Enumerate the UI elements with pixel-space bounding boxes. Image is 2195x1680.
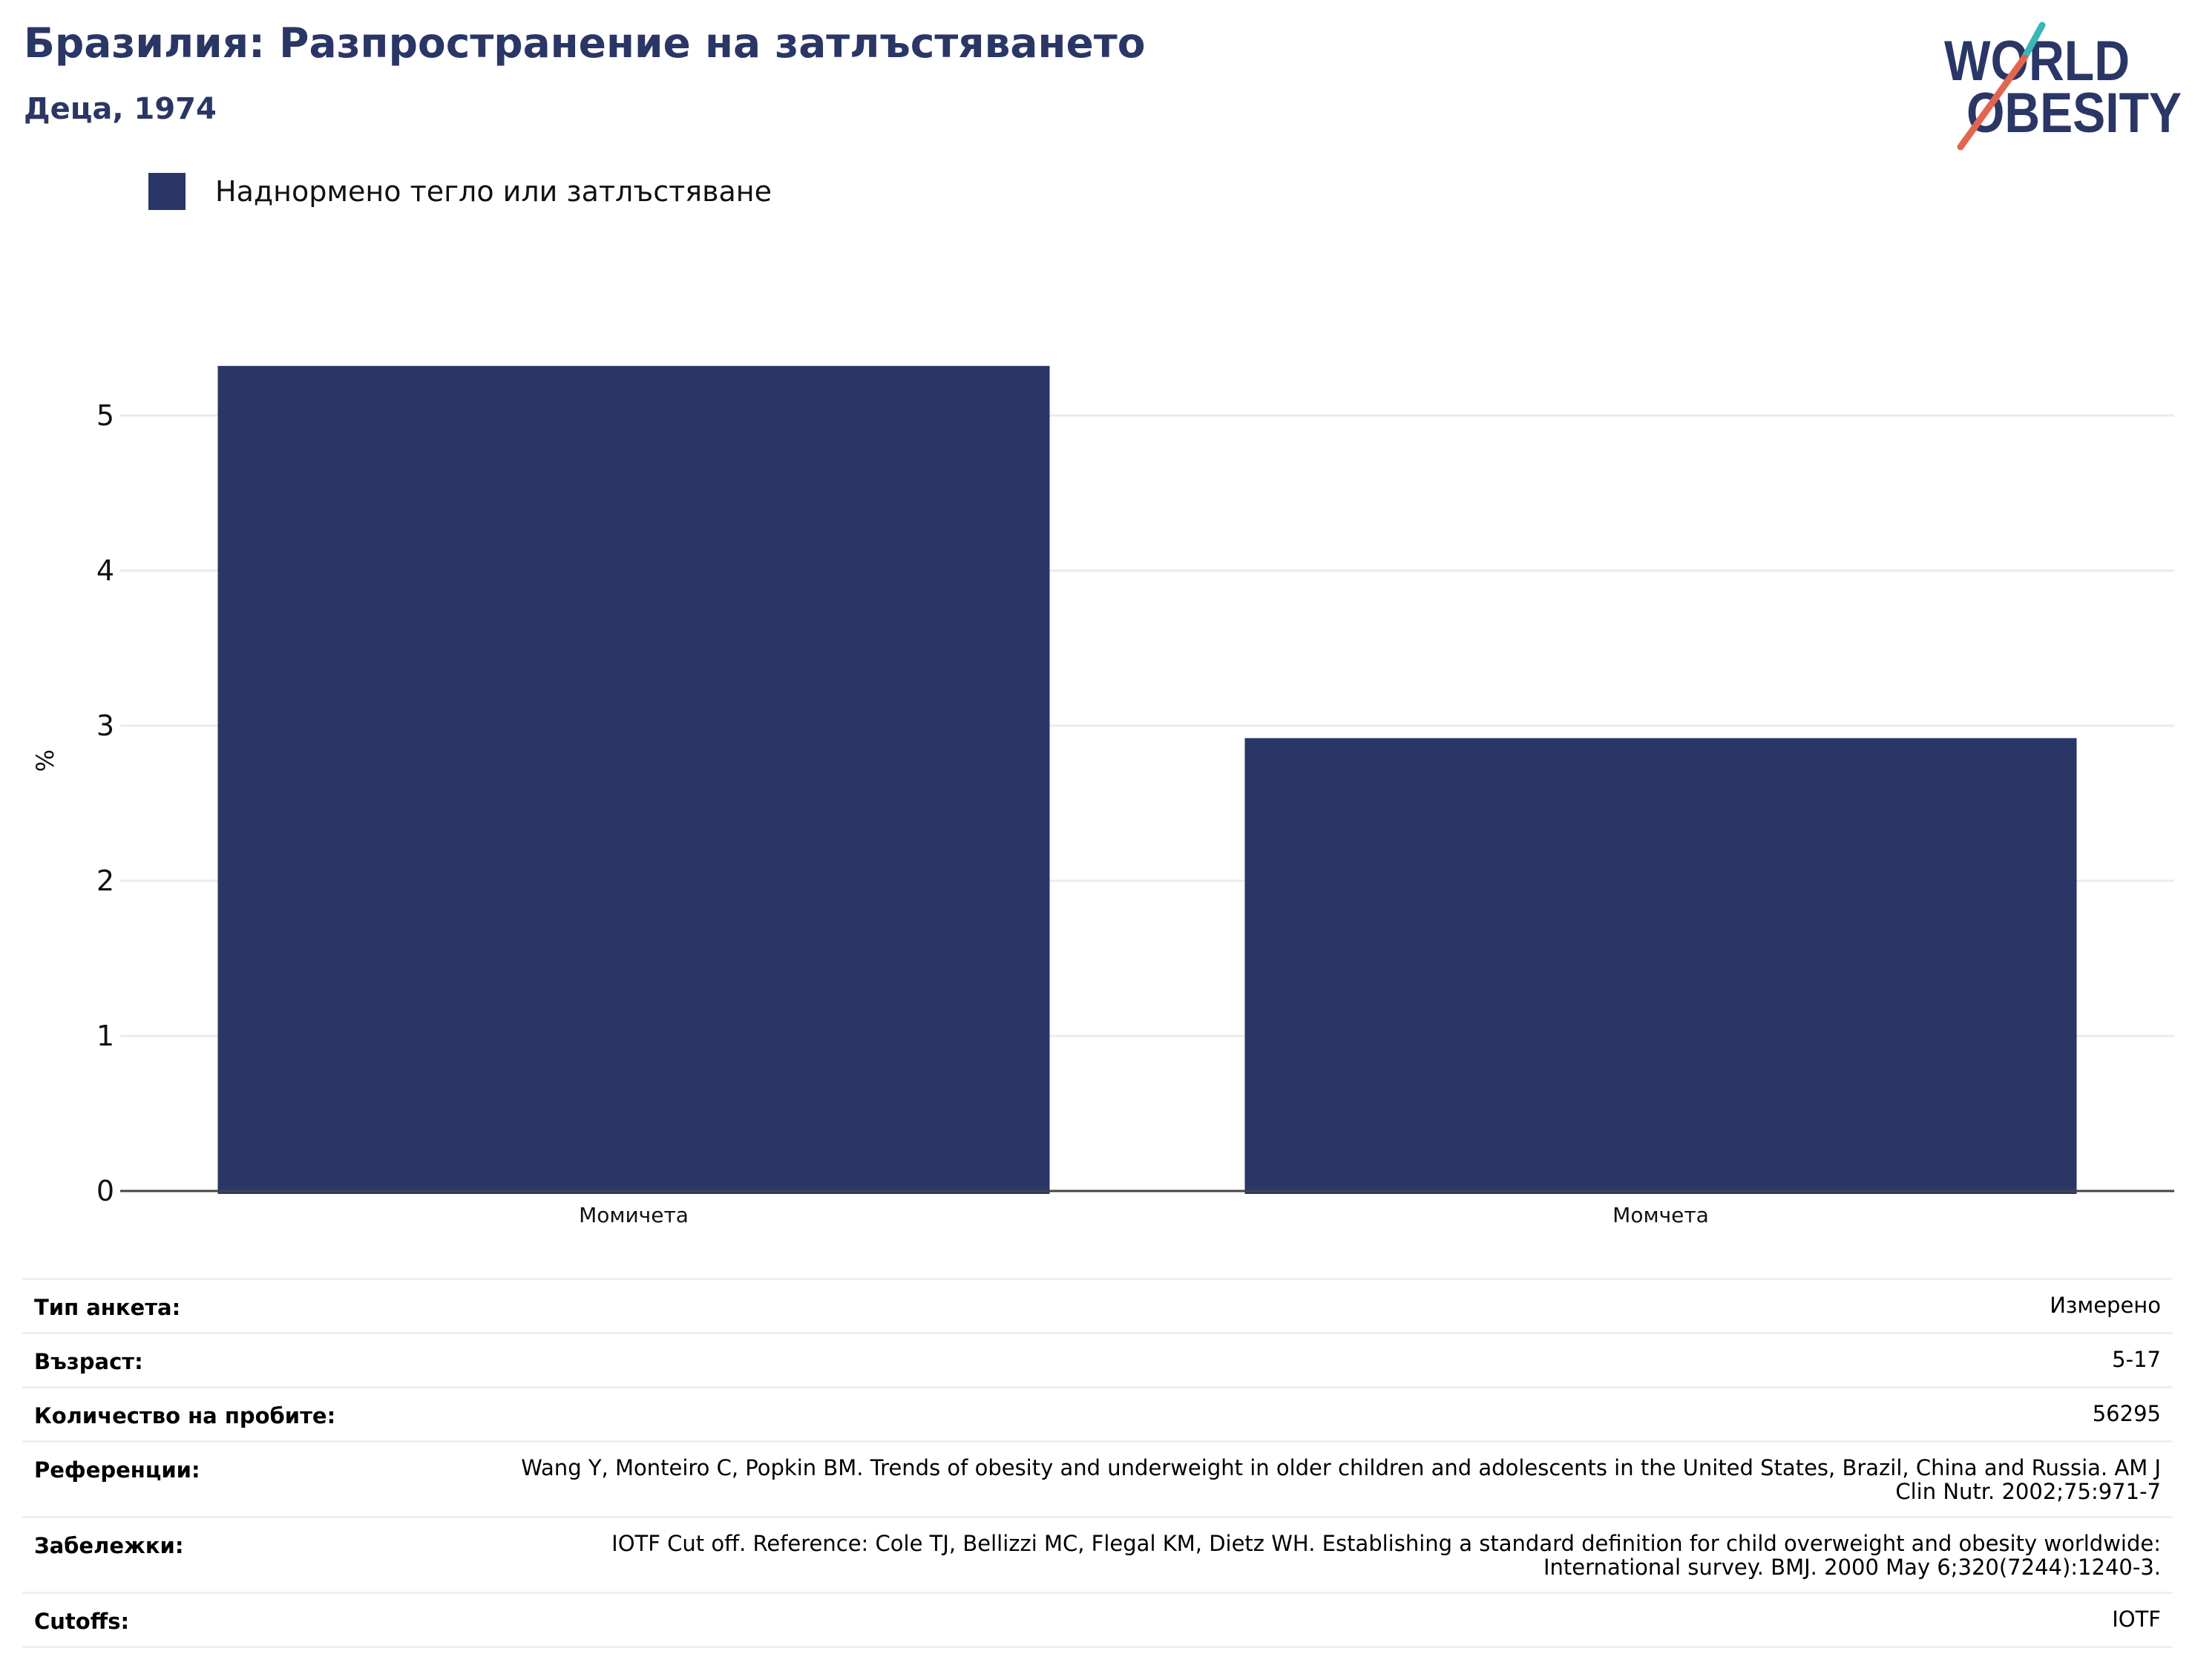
x-tick-label: Момчета bbox=[1612, 1203, 1709, 1227]
y-tick-label: 0 bbox=[96, 1175, 114, 1207]
info-value: IOTF bbox=[2112, 1607, 2161, 1632]
y-tick-label: 3 bbox=[96, 709, 114, 742]
legend-label: Наднормено тегло или затлъстяване bbox=[215, 175, 772, 208]
world-obesity-logo: WORLD OBESITY bbox=[1944, 22, 2182, 151]
survey-info-table: Тип анкета: Измерено Възраст: 5-17 Количеств… bbox=[22, 1278, 2173, 1648]
info-row: Количество на пробите: 56295 bbox=[22, 1388, 2173, 1443]
x-tick-label: Момичета bbox=[579, 1203, 689, 1227]
y-tick-label: 2 bbox=[96, 864, 114, 897]
bar-chart: 0 1 2 3 4 5 Момичета Момчета % bbox=[31, 366, 2174, 1227]
x-tick-labels: Момичета Момчета bbox=[579, 1203, 1709, 1227]
bar-1 bbox=[217, 366, 1050, 1194]
info-value: Измерено bbox=[2050, 1293, 2161, 1318]
info-value: 56295 bbox=[2092, 1401, 2161, 1426]
y-tick-label: 4 bbox=[96, 554, 114, 587]
info-row: Възраст: 5-17 bbox=[22, 1334, 2173, 1388]
info-value: IOTF Cut off. Reference: Cole TJ, Belliz… bbox=[611, 1531, 2161, 1580]
y-tick-labels: 0 1 2 3 4 5 bbox=[96, 399, 114, 1207]
bars bbox=[217, 366, 2077, 1194]
info-row: Cutoffs: IOTF bbox=[22, 1594, 2173, 1648]
chart-subtitle: Деца, 1974 bbox=[24, 92, 217, 126]
bar-2 bbox=[1244, 738, 2077, 1194]
info-key: Референции: bbox=[34, 1457, 200, 1483]
y-tick-label: 1 bbox=[96, 1020, 114, 1052]
legend: Наднормено тегло или затлъстяване bbox=[148, 172, 772, 211]
info-key: Cutoffs: bbox=[34, 1609, 130, 1634]
info-key: Възраст: bbox=[34, 1349, 143, 1374]
logo-slash-red bbox=[1957, 54, 2028, 151]
info-row: Тип анкета: Измерено bbox=[22, 1280, 2173, 1334]
info-row: Забележки: IOTF Cut off. Reference: Cole … bbox=[22, 1518, 2173, 1594]
y-axis-label: % bbox=[31, 749, 59, 772]
info-value: 5-17 bbox=[2112, 1347, 2161, 1372]
chart-title: Бразилия: Разпространение на затлъстяван… bbox=[24, 19, 1146, 67]
info-row: Референции: Wang Y, Monteiro C, Popkin BM… bbox=[22, 1443, 2173, 1518]
info-key: Забележки: bbox=[34, 1533, 184, 1558]
logo-slash-teal bbox=[2021, 22, 2046, 62]
y-tick-label: 5 bbox=[96, 399, 114, 432]
info-key: Количество на пробите: bbox=[34, 1403, 336, 1428]
legend-swatch bbox=[148, 173, 186, 210]
info-value: Wang Y, Monteiro C, Popkin BM. Trends of… bbox=[521, 1455, 2161, 1504]
info-key: Тип анкета: bbox=[34, 1295, 181, 1320]
